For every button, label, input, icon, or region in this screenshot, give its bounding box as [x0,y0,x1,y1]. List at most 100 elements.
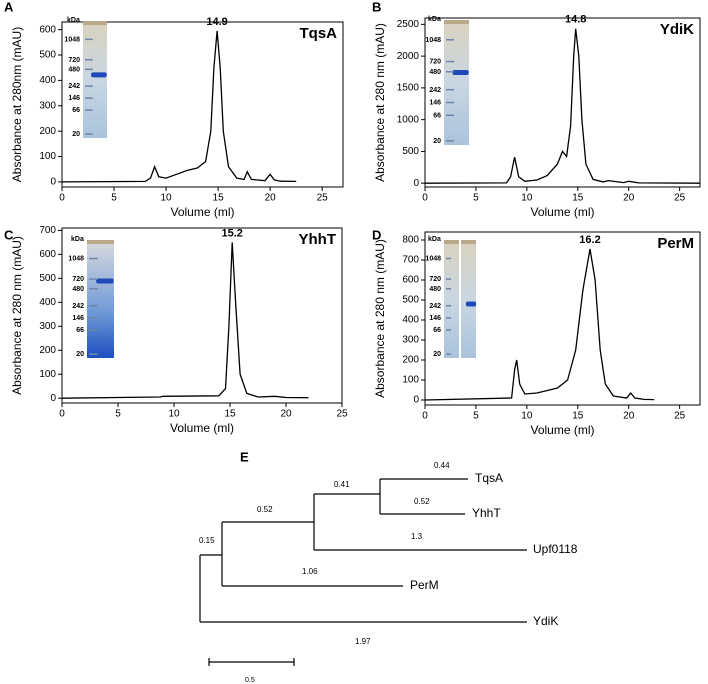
gel-lane [87,243,114,358]
plot-frame [424,231,701,406]
y-axis-label: Absorbance at 280 nm (mAU) [373,23,387,182]
plot-frame [61,227,343,404]
gel-unit: kDa [71,236,84,243]
x-tick-label: 0 [59,409,65,420]
ladder-band [446,353,452,355]
gel-lane [444,23,469,145]
sample-band [452,70,469,76]
chromatogram-line [424,28,701,184]
gel-marker-label: 1048 [64,36,80,43]
x-tick-label: 15 [213,193,225,204]
y-tick-label: 300 [402,335,419,346]
gel-marker-label: 720 [72,276,84,283]
y-tick-label: 500 [39,273,56,284]
gel-well [444,20,469,24]
gel-marker-label: 480 [72,286,84,293]
y-tick-label: 600 [39,24,56,35]
ladder-band [446,101,455,104]
branch-length: 0.41 [334,480,350,489]
y-tick-label: 0 [413,178,419,189]
x-axis-label: Volume (ml) [530,205,594,219]
gel-marker-label: 720 [429,276,441,283]
x-tick-label: 10 [521,411,533,422]
gel-lane [444,243,459,358]
y-tick-label: 100 [39,369,56,380]
y-tick-label: 100 [402,375,419,386]
x-tick-label: 5 [115,409,121,420]
plot-frame [424,17,701,188]
leaf-label: Upf0118 [533,542,578,556]
y-tick-label: 200 [39,345,56,356]
gel-marker-label: 66 [76,327,84,334]
x-tick-label: 15 [572,193,584,204]
x-tick-label: 5 [111,193,117,204]
gel-marker-label: 66 [433,112,441,119]
x-tick-label: 25 [674,411,686,422]
ladder-band [85,68,93,71]
gel-marker-label: 146 [429,315,441,322]
y-tick-label: 2500 [397,19,420,30]
ladder-band [446,60,455,63]
x-tick-label: 25 [674,193,686,204]
gel-marker-label: 720 [429,59,441,66]
chromatogram-line [61,30,297,183]
x-tick-label: 10 [161,193,173,204]
gel-marker-label: 480 [429,286,441,293]
protein-name: YdiK [660,21,694,38]
gel-marker-label: 242 [429,303,441,310]
x-tick-label: 20 [280,409,292,420]
gel-marker-label: 1048 [425,37,441,44]
ladder-band [89,278,98,280]
leaf-label: YhhT [472,506,501,520]
gel-marker-label: 20 [76,351,84,358]
ladder-band [446,140,455,142]
x-tick-label: 0 [59,193,65,204]
panel-label: B [372,0,381,14]
y-tick-label: 600 [402,275,419,286]
panel-label: C [4,227,14,242]
gel-unit: kDa [67,17,80,24]
ladder-band [89,257,98,260]
x-tick-label: 5 [473,411,479,422]
leaf-label: TqsA [475,471,503,485]
chromatogram-line [61,242,309,399]
y-tick-label: 400 [39,75,56,86]
protein-name: PerM [657,235,694,252]
y-tick-label: 400 [39,297,56,308]
gel-marker-label: 1048 [425,256,441,263]
y-tick-label: 700 [402,255,419,266]
ladder-band [85,85,93,87]
ladder-band [89,329,98,331]
gel-well [83,21,107,25]
y-tick-label: 800 [402,235,419,246]
y-tick-label: 300 [39,321,56,332]
protein-name: YhhT [299,231,337,248]
ladder-band [89,353,98,355]
ladder-band [85,38,93,41]
gel-unit: kDa [428,236,441,243]
ladder-band [446,329,452,331]
gel-marker-label: 146 [72,315,84,322]
branch-length: 0.15 [199,536,215,545]
gel-well [461,240,476,244]
ladder-band [446,288,452,290]
y-axis-label: Absorbance at 280nm (mAU) [10,27,24,182]
gel-marker-label: 66 [72,107,80,114]
y-axis-label: Absorbance at 280 nm (mAU) [373,239,387,398]
y-tick-label: 0 [413,395,419,406]
y-tick-label: 300 [39,100,56,111]
x-tick-label: 10 [168,409,180,420]
ladder-band [89,288,98,290]
ladder-band [446,114,455,117]
y-tick-label: 500 [402,295,419,306]
gel-marker-label: 146 [68,95,80,102]
gel-marker-label: 1048 [68,256,84,263]
y-tick-label: 500 [39,50,56,61]
gel-marker-label: 146 [429,100,441,107]
panel-label: D [372,227,381,242]
ladder-band [85,109,93,111]
ladder-band [85,59,93,61]
x-tick-label: 0 [422,411,428,422]
y-axis-label: Absorbance at 280 nm (mAU) [10,236,24,395]
gel-well [444,240,459,244]
